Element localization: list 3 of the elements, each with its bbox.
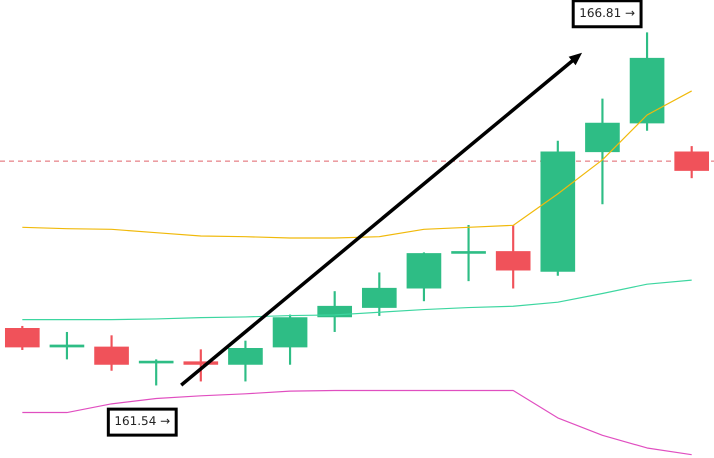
annotation: 166.81 →	[579, 6, 636, 20]
candlestick	[138, 359, 174, 386]
annotation: 161.54 →	[114, 414, 170, 428]
